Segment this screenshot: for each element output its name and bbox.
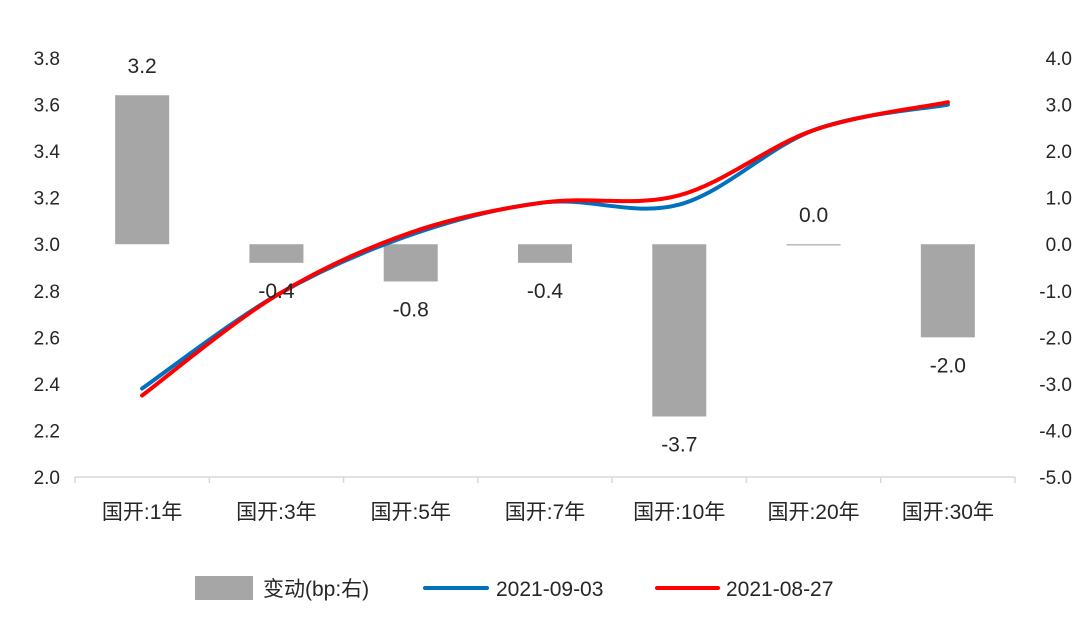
legend-swatch-bar [195,576,253,600]
axes-layer: 2.0 2.2 2.4 2.6 2.8 3.0 3.2 3.4 3.6 3.8 -5.0 -4.0 -3… [34,49,1072,524]
category-label-2: 国开:5年 [370,501,451,524]
left-axis-tick-label-3: 2.6 [34,328,60,349]
bar-4 [652,244,707,417]
right-axis-tick-label-6: 1.0 [1046,189,1072,210]
category-label-5: 国开:20年 [767,501,859,524]
right-axis-tick-label-7: 2.0 [1046,142,1072,163]
left-axis-tick-label-2: 2.4 [34,375,61,396]
category-label-1: 国开:3年 [236,501,317,524]
bar-3 [518,244,572,263]
bar-data-label-6: -2.0 [930,354,966,377]
bar-data-label-2: -0.8 [393,298,429,321]
bar-2 [383,244,438,282]
left-axis-tick-label-8: 3.6 [34,96,60,117]
right-axis-tick-label-1: -4.0 [1039,421,1072,442]
right-axis-tick-label-5: 0.0 [1046,235,1072,256]
data-labels-layer: 3.2 -0.4 -0.8 -0.4 -3.7 0.0 -2.0 [128,55,966,456]
right-axis-tick-label-2: -3.0 [1039,375,1072,396]
bar-data-label-4: -3.7 [661,433,697,456]
category-label-6: 国开:30年 [902,501,994,524]
bar-1 [249,244,304,263]
bar-data-label-1: -0.4 [258,280,295,303]
bar-5 [786,244,841,246]
left-axis-tick-label-5: 3.0 [34,235,60,256]
right-axis-tick-label-0: -5.0 [1039,468,1072,489]
left-axis-tick-label-7: 3.4 [34,142,61,163]
right-axis-tick-label-9: 4.0 [1046,49,1072,70]
left-axis-tick-label-0: 2.0 [34,468,60,489]
right-axis-tick-label-4: -1.0 [1039,282,1072,303]
category-label-0: 国开:1年 [102,501,183,524]
legend: 变动(bp:右) 2021-09-03 2021-08-27 [195,576,833,601]
left-axis-tick-label-9: 3.8 [34,49,60,70]
bar-6 [920,244,975,338]
bar-data-label-5: 0.0 [799,204,828,227]
left-axis-tick-label-4: 2.8 [34,282,60,303]
legend-label-bar: 变动(bp:右) [263,578,369,601]
category-label-4: 国开:10年 [633,501,725,524]
right-axis-tick-label-8: 3.0 [1046,96,1072,117]
legend-label-series-0: 2021-09-03 [496,578,603,601]
bar-data-label-0: 3.2 [128,55,157,78]
left-axis-tick-label-1: 2.2 [34,421,60,442]
bar-0 [115,95,170,245]
right-axis-tick-label-3: -2.0 [1039,328,1072,349]
bar-data-label-3: -0.4 [527,280,564,303]
legend-label-series-1: 2021-08-27 [726,578,833,601]
category-label-3: 国开:7年 [505,501,586,524]
left-axis-tick-label-6: 3.2 [34,189,60,210]
lines-layer [140,100,950,398]
bars-layer [115,95,975,417]
series-line-1 [140,100,950,398]
